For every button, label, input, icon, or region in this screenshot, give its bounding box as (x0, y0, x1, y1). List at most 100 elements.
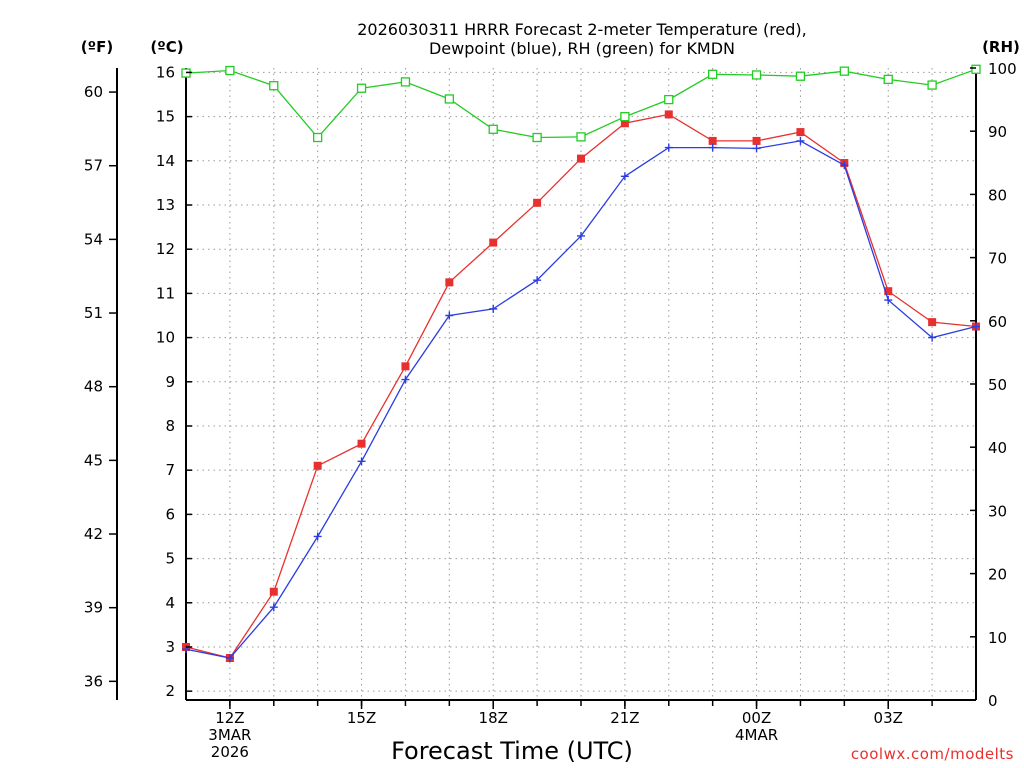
celsius-tick-label: 11 (156, 284, 175, 302)
fahrenheit-tick-label: 57 (84, 157, 103, 175)
dewpoint-point (840, 161, 849, 170)
celsius-tick-label: 9 (165, 373, 175, 391)
rh-tick-label: 10 (988, 629, 1007, 647)
fahrenheit-tick-label: 45 (84, 451, 103, 469)
temperature-point (664, 110, 673, 119)
celsius-tick-label: 3 (165, 638, 175, 656)
dewpoint-point (796, 136, 805, 145)
dewpoint-point (928, 333, 937, 342)
rh-point (313, 132, 323, 143)
rh-point (400, 77, 411, 87)
temperature-point (401, 362, 410, 371)
rh-point (269, 81, 279, 91)
x-tick-label: 21Z (610, 709, 639, 727)
dewpoint-point (225, 654, 234, 663)
temperature-point (489, 238, 498, 247)
fahrenheit-tick-label: 51 (84, 304, 103, 322)
celsius-tick-label: 14 (156, 152, 175, 170)
dewpoint-point (708, 143, 717, 152)
x-tick-label: 00Z (742, 709, 771, 727)
rh-tick-label: 40 (988, 439, 1007, 457)
x-tick-label: 2026 (211, 743, 249, 761)
rh-point (356, 83, 367, 93)
celsius-tick-label: 8 (165, 417, 175, 435)
rh-unit-label: (RH) (982, 38, 1020, 56)
celsius-tick-label: 12 (156, 240, 175, 258)
source-credit[interactable]: coolwx.com/modelts (851, 745, 1014, 763)
temperature-point (884, 287, 893, 296)
rh-point (488, 124, 498, 134)
celsius-tick-label: 15 (156, 108, 175, 126)
temperature-point (357, 439, 366, 448)
fahrenheit-tick-label: 54 (84, 230, 103, 248)
rh-point (927, 80, 937, 90)
dewpoint-point (577, 231, 585, 240)
temperature-point (708, 136, 717, 145)
dewpoint-point (620, 172, 629, 181)
x-tick-label: 12Z (215, 709, 244, 727)
x-tick-label: 03Z (874, 709, 903, 727)
chart-title-line-2: Dewpoint (blue), RH (green) for KMDN (429, 39, 735, 58)
rh-tick-label: 30 (988, 502, 1007, 520)
rh-tick-label: 100 (988, 60, 1017, 78)
temperature-point (577, 154, 585, 163)
temperature-point (928, 318, 937, 327)
fahrenheit-tick-label: 39 (84, 599, 103, 617)
temperature-point (533, 198, 542, 207)
rh-tick-label: 60 (988, 313, 1007, 331)
fahrenheit-tick-label: 36 (84, 672, 103, 690)
series-layer (181, 64, 981, 663)
celsius-tick-label: 5 (165, 550, 175, 568)
temperature-point (752, 136, 761, 145)
celsius-tick-label: 7 (165, 461, 175, 479)
celsius-tick-label: 4 (165, 594, 175, 612)
dewpoint-point (664, 143, 673, 152)
x-axis-label: Forecast Time (UTC) (391, 737, 633, 765)
celsius-unit-label: (ºC) (150, 38, 183, 56)
rh-point (839, 66, 849, 76)
dewpoint-point (269, 603, 278, 612)
rh-point (883, 74, 893, 85)
dewpoint-point (401, 375, 410, 384)
rh-point (971, 64, 981, 74)
dewpoint-point (489, 304, 498, 313)
celsius-tick-label: 10 (156, 329, 175, 347)
dewpoint-point (884, 296, 893, 305)
dewpoint-point (313, 532, 322, 541)
dewpoint-point (445, 311, 454, 320)
grid-lines (186, 68, 976, 700)
celsius-tick-label: 16 (156, 63, 175, 81)
rh-point (532, 132, 542, 143)
rh-point (708, 69, 718, 79)
rh-point (795, 71, 806, 81)
fahrenheit-unit-label: (ºF) (81, 38, 113, 56)
x-tick-label: 3MAR (208, 726, 251, 744)
temperature-point (269, 587, 278, 596)
rh-point (225, 65, 235, 76)
temperature-point (796, 128, 805, 137)
rh-tick-label: 0 (988, 692, 998, 710)
rh-point (444, 94, 454, 104)
x-tick-label: 15Z (347, 709, 376, 727)
rh-point (620, 112, 630, 122)
celsius-tick-label: 6 (165, 505, 175, 523)
fahrenheit-tick-label: 42 (84, 525, 103, 543)
rh-tick-label: 70 (988, 250, 1007, 268)
rh-tick-label: 80 (988, 186, 1007, 204)
temperature-point (620, 119, 629, 128)
temperature-point (313, 461, 322, 470)
chart-title-line-1: 2026030311 HRRR Forecast 2-meter Tempera… (357, 20, 807, 39)
rh-point (576, 132, 586, 142)
rh-tick-label: 90 (988, 123, 1007, 141)
dewpoint-point (357, 457, 366, 466)
rh-point (751, 70, 762, 80)
rh-point (664, 94, 674, 105)
rh-tick-label: 50 (988, 376, 1007, 394)
dewpoint-point (972, 322, 980, 331)
temperature-point (445, 278, 454, 287)
rh-tick-label: 20 (988, 566, 1007, 584)
fahrenheit-tick-label: 60 (84, 83, 103, 101)
axes-layer: 3639424548515457602345678910111213141516… (84, 60, 1017, 761)
x-tick-label: 18Z (479, 709, 508, 727)
